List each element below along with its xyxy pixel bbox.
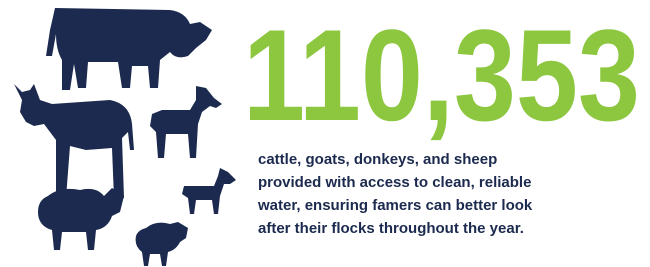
cow-icon xyxy=(46,8,212,90)
stat-value: 110,353 xyxy=(243,2,640,148)
animal-illustrations xyxy=(14,8,236,266)
goat-icon xyxy=(150,86,222,158)
sheep-icon xyxy=(38,188,124,250)
kid-goat-icon xyxy=(182,168,236,214)
page: {"stat": {"value": "110,353", "descripti… xyxy=(0,0,650,267)
stat-description-line: water, ensuring famers can better look xyxy=(257,197,533,214)
stat-description-line: cattle, goats, donkeys, and sheep xyxy=(258,151,497,168)
stat-description-line: provided with access to clean, reliable xyxy=(258,174,531,191)
stat-description-line: after their flocks throughout the year. xyxy=(258,220,524,237)
donkey-icon xyxy=(14,84,134,198)
infographic: 110,353 cattle, goats, donkeys, and shee… xyxy=(0,0,650,267)
lamb-icon xyxy=(136,222,188,266)
